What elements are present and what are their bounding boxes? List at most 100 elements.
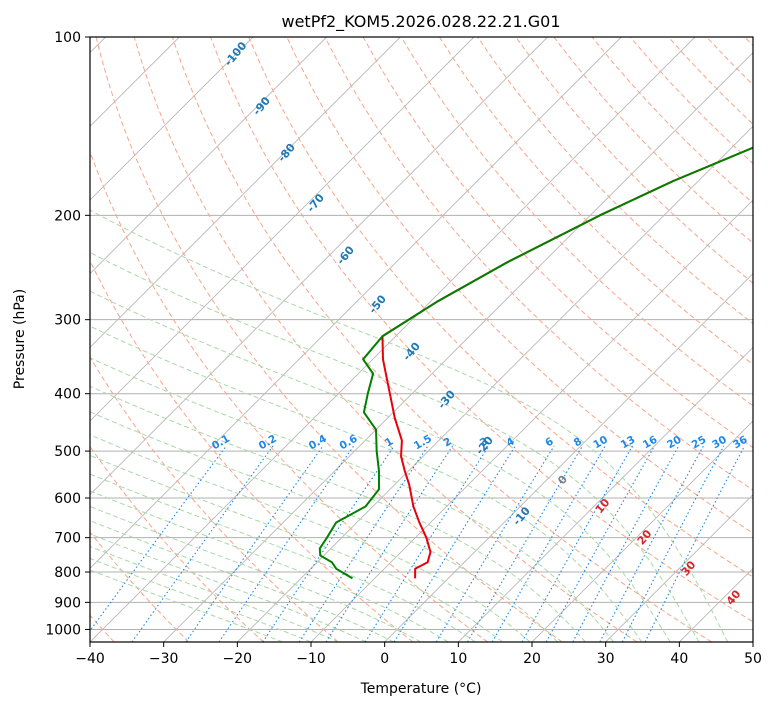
x-tick-label: 20 [523, 651, 541, 667]
mixing-ratio-label: 1.5 [412, 433, 434, 453]
moist-adiabat-line [90, 569, 283, 642]
isotherm-line [458, 346, 753, 642]
dry-adiabat-label: -10 [510, 504, 533, 528]
mixing-ratio-label: 8 [572, 435, 584, 449]
dry-adiabat-label: -20 [473, 434, 496, 458]
chart-title: wetPf2_KOM5.2026.028.22.21.G01 [281, 12, 560, 32]
dewpoint-series-line [318, 146, 753, 580]
mixing-ratio-line [435, 445, 555, 642]
moist-adiabat-line [90, 357, 614, 642]
y-tick-label: 300 [54, 313, 81, 329]
background-labels: 0.1 0.2 0.4 0.6 1 1.5 2 3 4 6 8 10 13 16 20 25 30 36-100-… [210, 39, 750, 608]
dry-adiabat-line [324, 37, 753, 491]
x-tick-label: −10 [296, 651, 326, 667]
isotherm-line [90, 37, 548, 496]
dry-adiabat-line [90, 259, 414, 642]
moist-adiabat-line [90, 454, 503, 642]
y-tick-label: 1000 [45, 622, 81, 638]
mixing-ratio-label: 16 [641, 434, 660, 452]
mixing-ratio-line [644, 445, 746, 642]
dry-adiabat-line [95, 37, 563, 642]
dry-adiabat-line [553, 37, 753, 244]
mixing-ratio-line [131, 445, 274, 642]
mixing-ratio-label: 36 [731, 434, 750, 452]
plot-frame [89, 36, 754, 643]
mixing-ratio-line [572, 445, 680, 642]
dry-adiabat-label: -80 [275, 141, 298, 165]
dry-adiabat-line [210, 37, 753, 623]
dry-adiabat-line [668, 37, 753, 125]
dry-adiabat-line [90, 150, 488, 642]
mixing-ratio-label: 6 [543, 435, 555, 449]
isotherm-line [531, 420, 753, 642]
x-tick-label: −40 [75, 651, 105, 667]
dry-adiabat-label: 0 [555, 473, 570, 487]
dry-adiabat-line [90, 356, 339, 642]
moist-adiabat-line [90, 557, 312, 642]
x-tick-label: 50 [744, 651, 762, 667]
mixing-ratio-label: 10 [591, 434, 610, 452]
mixing-ratio-line [521, 445, 633, 642]
mixing-ratio-label: 0.4 [307, 433, 329, 453]
moist-adiabat-line [90, 490, 449, 642]
dry-adiabat-line [133, 37, 638, 642]
y-tick-label: 800 [54, 565, 81, 581]
isotherm-line [90, 37, 254, 201]
dry-adiabat-label: -50 [366, 292, 389, 316]
moist-adiabat-line [90, 251, 700, 642]
isotherm-line [90, 37, 327, 275]
isotherm-line [752, 641, 753, 642]
moist-adiabat-line [90, 434, 531, 642]
x-tick-label: 40 [670, 651, 688, 667]
y-tick-label: 400 [54, 387, 81, 403]
isotherm-line [237, 125, 753, 642]
mixing-ratio-label: 0.1 [210, 433, 232, 453]
dry-adiabat-line [90, 531, 190, 642]
dry-adiabat-line [515, 37, 753, 284]
dry-adiabat-label: -100 [222, 39, 250, 69]
dry-adiabat-line [248, 37, 753, 578]
dry-adiabat-line [744, 37, 753, 47]
moist-adiabat-line [90, 411, 558, 642]
isotherm-line [90, 37, 622, 569]
dry-adiabat-label: 40 [724, 587, 744, 607]
y-tick-label: 900 [54, 595, 81, 611]
y-tick-label: 700 [54, 531, 81, 547]
dry-adiabat-line [706, 37, 753, 86]
moist-adiabat-line [90, 473, 476, 642]
mixing-ratio-label: 25 [690, 434, 709, 452]
x-tick-label: 10 [449, 651, 467, 667]
mixing-ratio-line [325, 445, 454, 642]
dry-adiabat-label: -30 [435, 388, 458, 412]
x-tick-label: 0 [380, 651, 389, 667]
isotherm-line [384, 273, 753, 642]
axes: −40 −30 −20 −10 0 10 20 30 40 5010020030040050060… [45, 30, 762, 667]
mixing-ratio-label: 0.2 [257, 433, 279, 453]
y-tick-label: 100 [54, 30, 81, 46]
mixing-ratio-label: 13 [619, 434, 638, 452]
x-tick-label: 30 [597, 651, 615, 667]
dry-adiabat-line [439, 37, 753, 366]
y-tick-label: 200 [54, 208, 81, 224]
sounding-series [318, 146, 753, 580]
dry-adiabat-label: -70 [304, 191, 327, 215]
isotherm-line [90, 37, 475, 422]
dry-adiabat-line [400, 37, 753, 407]
dry-adiabat-line [362, 37, 753, 449]
mixing-ratio-line [185, 445, 324, 642]
isotherm-line [90, 37, 696, 642]
isotherm-line [90, 37, 401, 348]
dry-adiabat-line [90, 445, 264, 642]
dry-adiabat-label: -90 [250, 94, 273, 118]
mixing-ratio-label: 20 [665, 434, 684, 452]
mixing-ratio-line [298, 445, 429, 642]
isotherm-line [605, 494, 753, 642]
mixing-ratio-line [218, 445, 355, 642]
mixing-ratio-line [262, 445, 395, 642]
y-axis-label: Pressure (hPa) [12, 289, 28, 389]
x-tick-label: −30 [149, 651, 179, 667]
x-tick-label: −20 [223, 651, 253, 667]
moist-adiabat-line [90, 533, 367, 642]
